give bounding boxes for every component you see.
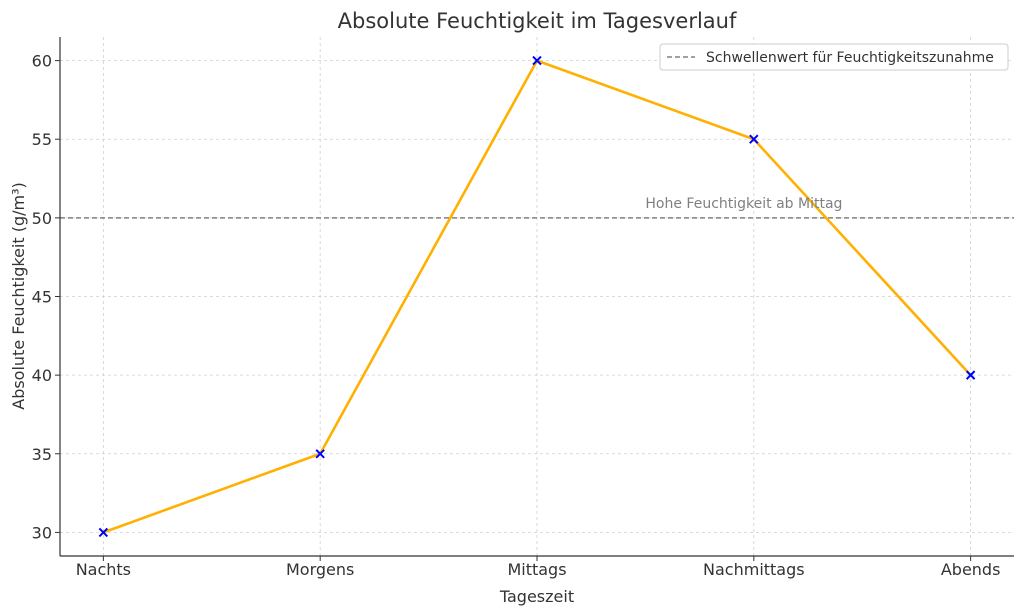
y-tick-label: 60	[32, 52, 52, 71]
y-tick-label: 55	[32, 130, 52, 149]
x-tick-label: Mittags	[507, 560, 566, 579]
x-tick-label: Abends	[941, 560, 1001, 579]
data-point-marker	[98, 527, 109, 538]
x-axis-label: Tageszeit	[499, 587, 574, 606]
y-tick-label: 45	[32, 288, 52, 307]
x-tick-label: Nachts	[76, 560, 131, 579]
legend-box	[659, 43, 1009, 71]
annotation: Hohe Feuchtigkeit ab Mittag	[645, 196, 842, 212]
chart-title: Absolute Feuchtigkeit im Tagesverlauf	[338, 9, 737, 33]
y-tick-label: 35	[32, 445, 52, 464]
data-point-marker	[749, 134, 759, 144]
y-tick-label: 40	[32, 366, 52, 385]
data-point-marker	[965, 370, 976, 380]
x-tick-label: Nachmittags	[703, 560, 805, 579]
y-tick-label: 50	[32, 209, 52, 228]
legend-label: Schwellenwert für Feuchtigkeitszunahme	[706, 50, 994, 66]
y-tick-label: 30	[32, 523, 52, 542]
y-axis-label: Absolute Feuchtigkeit (g/m³)	[9, 182, 28, 410]
data-point-marker	[315, 449, 325, 459]
legend: Schwellenwert für Feuchtigkeitszunahme	[659, 43, 1009, 71]
data-point-marker	[532, 55, 542, 66]
x-tick-label: Morgens	[286, 560, 354, 579]
